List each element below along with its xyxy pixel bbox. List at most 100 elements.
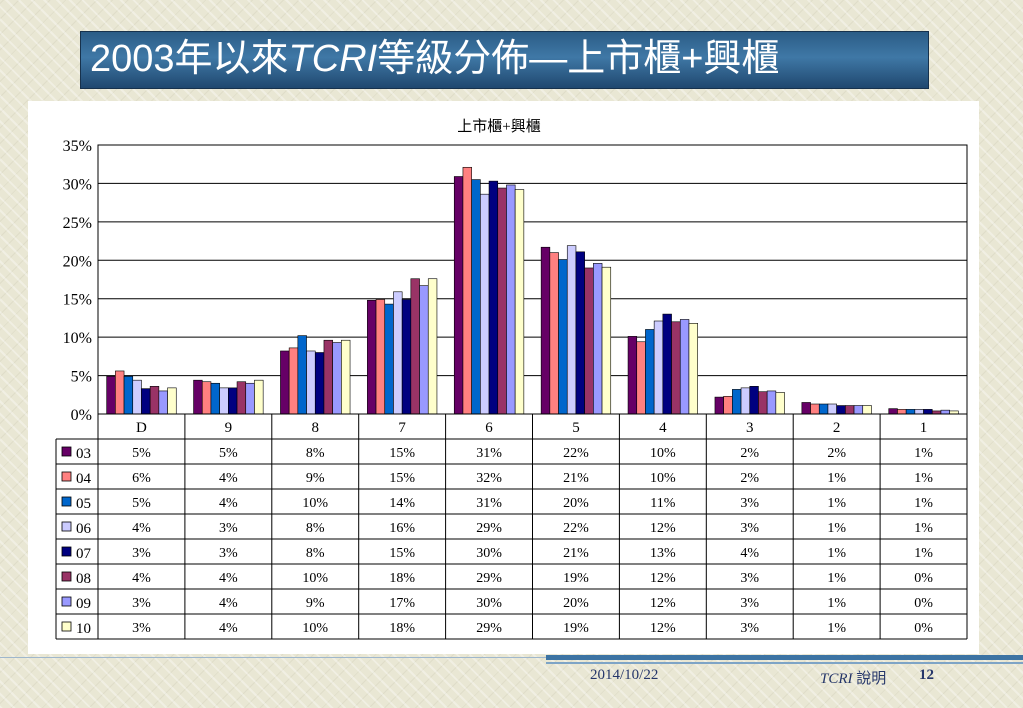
legend-swatch-06 (61, 521, 72, 532)
bar-08-7 (410, 278, 420, 415)
legend-label-10: 10 (76, 621, 91, 637)
bar-05-2 (818, 403, 829, 415)
bar-08-D (149, 386, 160, 415)
data-label-07-8: 8% (306, 546, 325, 561)
legend-label-06: 06 (76, 521, 92, 537)
data-label-04-2: 1% (827, 471, 846, 486)
footer-date: 2014/10/22 (590, 667, 659, 683)
y-tick-label: 20% (63, 253, 92, 270)
data-label-03-4: 10% (650, 446, 676, 461)
data-label-09-9: 4% (219, 596, 238, 611)
data-label-08-5: 19% (563, 571, 589, 586)
bar-08-3 (758, 391, 768, 415)
data-label-09-5: 20% (563, 596, 589, 611)
data-label-07-3: 4% (740, 546, 759, 561)
data-label-07-6: 30% (476, 546, 502, 561)
bar-10-D (167, 387, 177, 415)
data-label-04-1: 1% (914, 471, 933, 486)
data-label-10-1: 0% (914, 621, 933, 636)
plot-area (98, 145, 967, 414)
data-label-04-4: 10% (650, 471, 676, 486)
legend-label-05: 05 (76, 496, 91, 512)
bar-05-7 (384, 303, 394, 415)
x-tick-label: 9 (225, 420, 233, 436)
bar-04-2 (810, 403, 820, 415)
data-label-03-5: 22% (563, 446, 589, 461)
y-tick-label: 35% (63, 138, 92, 155)
data-label-09-8: 9% (306, 596, 325, 611)
data-label-04-D: 6% (132, 471, 151, 486)
data-label-06-2: 1% (827, 521, 846, 536)
bar-05-8 (297, 335, 307, 415)
bar-06-5 (566, 245, 577, 415)
bar-09-5 (593, 263, 603, 415)
bar-07-6 (488, 180, 499, 415)
data-label-05-6: 31% (476, 496, 502, 511)
bar-09-6 (506, 184, 516, 415)
data-label-04-3: 2% (740, 471, 759, 486)
bar-08-8 (323, 339, 333, 415)
bar-04-3 (723, 396, 733, 415)
data-label-04-7: 15% (389, 471, 415, 486)
x-tick-label: 4 (659, 420, 667, 436)
bar-06-3 (740, 387, 751, 415)
bar-chart: 上市櫃+興櫃 0%5%10%15%20%25%30%35%D 9 8 7 6 5 4 3 2 10… (55, 118, 968, 640)
data-label-03-3: 2% (740, 446, 759, 461)
data-label-08-6: 29% (476, 571, 502, 586)
bar-07-4 (662, 313, 672, 415)
bar-03-7 (367, 299, 377, 415)
data-label-06-6: 29% (476, 521, 502, 536)
bar-07-9 (228, 387, 238, 415)
x-tick-label: D (136, 420, 147, 436)
bar-08-4 (671, 321, 681, 415)
bar-05-3 (732, 389, 742, 415)
data-label-03-7: 15% (389, 446, 415, 461)
footer-page-number: 12 (919, 667, 934, 683)
bar-03-2 (801, 402, 811, 415)
footer-rule-thick (546, 655, 1023, 660)
bar-10-6 (514, 189, 525, 415)
bar-10-9 (254, 379, 264, 415)
slide-title-bar: 2003年以來TCRI等級分佈—上市櫃+興櫃 (80, 31, 929, 89)
bar-09-9 (245, 382, 255, 415)
bar-07-3 (749, 386, 759, 415)
bar-04-7 (375, 299, 386, 415)
data-label-10-2: 1% (827, 621, 846, 636)
bar-06-9 (219, 387, 229, 415)
bar-04-D (115, 370, 125, 415)
bar-07-2 (836, 405, 846, 415)
bar-10-7 (427, 278, 438, 415)
bar-04-6 (462, 166, 472, 415)
legend-label-09: 09 (76, 596, 91, 612)
data-label-05-1: 1% (914, 496, 933, 511)
data-label-07-9: 3% (219, 546, 238, 561)
bar-07-5 (575, 251, 585, 415)
data-label-08-8: 10% (302, 571, 328, 586)
legend-label-07: 07 (76, 546, 92, 562)
y-tick-label: 10% (63, 330, 92, 347)
data-label-04-5: 21% (563, 471, 589, 486)
data-label-09-3: 3% (740, 596, 759, 611)
data-label-08-D: 4% (132, 571, 151, 586)
data-label-03-D: 5% (132, 446, 151, 461)
bar-06-7 (393, 291, 403, 415)
bar-10-8 (341, 339, 351, 415)
footer-rule-thin (546, 662, 1023, 664)
bar-03-9 (193, 379, 203, 415)
x-tick-label: 7 (398, 420, 406, 436)
data-label-06-4: 12% (650, 521, 676, 536)
bar-09-2 (853, 405, 864, 415)
footer-rule-left (0, 657, 546, 658)
bar-05-5 (558, 259, 568, 415)
bar-03-D (106, 376, 116, 415)
footer-brand: TCRI 說明 (820, 667, 886, 688)
data-label-06-D: 4% (132, 521, 151, 536)
bar-05-1 (905, 409, 916, 415)
bar-05-4 (645, 329, 655, 415)
data-label-10-8: 10% (302, 621, 328, 636)
data-label-03-6: 31% (476, 446, 502, 461)
bar-10-5 (601, 266, 612, 415)
bar-10-2 (862, 405, 872, 415)
bar-07-8 (314, 352, 325, 415)
bar-09-4 (679, 319, 690, 415)
